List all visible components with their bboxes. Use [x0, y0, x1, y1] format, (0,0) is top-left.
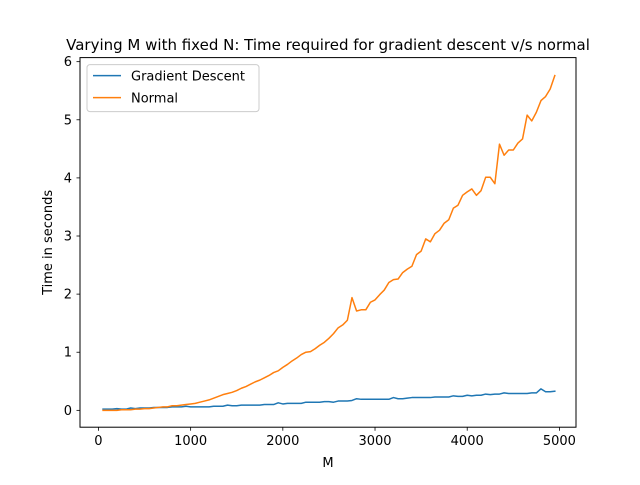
- y-tick-label: 5: [64, 113, 72, 128]
- x-tick-label: 3000: [358, 434, 391, 449]
- y-axis-label: Time in seconds: [41, 190, 56, 296]
- series-line-normal: [102, 74, 556, 412]
- x-tick-label: 0: [94, 434, 102, 449]
- chart-title: Varying M with fixed N: Time required fo…: [66, 36, 590, 54]
- x-tick-label: 5000: [543, 434, 576, 449]
- x-tick-label: 1000: [174, 434, 207, 449]
- y-tick-label: 2: [64, 288, 72, 303]
- legend-box: [86, 64, 260, 113]
- ticks-layer: 0 1000 2000 3000 4000 5000 0 1 2 3 4 5 6: [64, 55, 576, 449]
- y-tick-label: 6: [64, 55, 72, 70]
- y-tick-label: 3: [64, 230, 72, 245]
- y-tick-label: 4: [64, 171, 72, 186]
- x-axis-label: M: [322, 456, 333, 471]
- legend-label-gradient-descent: Gradient Descent: [131, 69, 245, 84]
- series-layer: [102, 74, 556, 412]
- y-tick-label: 0: [64, 404, 72, 419]
- plot-frame: [79, 57, 577, 428]
- series-line-gradient-descent: [102, 388, 556, 410]
- y-tick-label: 1: [64, 346, 72, 361]
- x-tick-label: 4000: [451, 434, 484, 449]
- x-tick-label: 2000: [266, 434, 299, 449]
- legend-label-normal: Normal: [131, 91, 178, 106]
- legend: Gradient Descent Normal: [86, 64, 260, 113]
